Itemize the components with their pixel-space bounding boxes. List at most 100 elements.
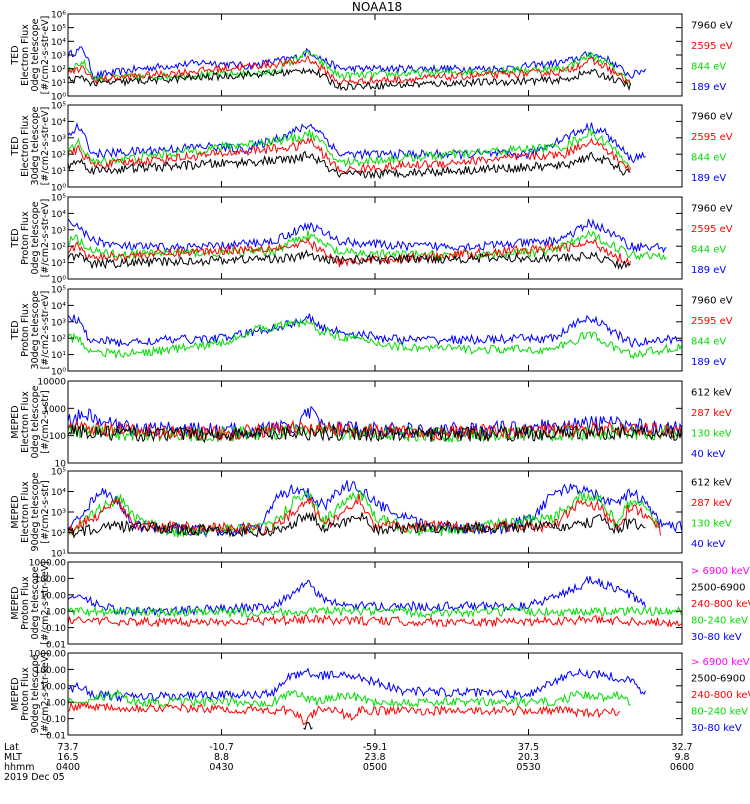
legend-entry: 30-80 keV (691, 632, 742, 643)
y-tick-label: 10¹ (51, 351, 66, 361)
x-row-value: 16.5 (57, 752, 78, 763)
series-2595-ev-line (67, 54, 631, 86)
legend-entry: 844 eV (691, 61, 726, 72)
series-844-ev-line (67, 126, 631, 170)
legend-entry: 2595 eV (691, 41, 733, 52)
y-tick-label: 0.01 (46, 732, 66, 742)
y-tick-label: 100.00 (35, 575, 67, 585)
x-row-value: 37.5 (518, 742, 539, 753)
series-189-ev-line (67, 121, 646, 164)
legend-entry: 844 eV (691, 336, 726, 347)
panel-frame (67, 470, 683, 554)
panel-7: 0.01 0.10 1.00 10.00 100.00 1000.00MEPEDProto… (10, 559, 750, 651)
y-tick-label: 10² (51, 529, 66, 539)
y-tick-label: 10³ (51, 134, 66, 144)
series-7960-ev-line (67, 150, 631, 180)
series-7960-ev-line (67, 67, 631, 91)
y-tick-label: 10⁵ (51, 194, 66, 204)
legend-entry: 130 keV (691, 518, 732, 529)
series-240-800-kev-line (67, 701, 621, 726)
x-row-value: 0430 (209, 762, 233, 773)
y-tick-label: 10⁵ (51, 102, 66, 112)
panel-frame (67, 13, 683, 97)
y-tick-label: 10¹ (51, 167, 66, 177)
legend-entry: 189 eV (691, 173, 726, 184)
series-240-800-kev-line (67, 614, 682, 628)
legend-entry: > 6900 keV (691, 657, 750, 668)
y-tick-label: 10¹ (51, 79, 66, 89)
y-tick-label: 10² (51, 151, 66, 161)
series-2595-ev-line (67, 136, 631, 175)
x-row-value: 0600 (670, 762, 694, 773)
series-287-kev-line (67, 494, 661, 536)
y-tick-label: 1000.00 (29, 650, 66, 660)
x-row-value: 20.3 (518, 752, 539, 763)
legend-entry: 40 keV (691, 449, 725, 460)
y-tick-label: 10⁴ (51, 38, 66, 48)
legend-entry: 130 keV (691, 428, 732, 439)
series-612-kev-line (67, 511, 646, 539)
legend-entry: 240-800 keV (691, 599, 750, 610)
panel-frame (67, 288, 683, 372)
legend-entry: 30-80 keV (691, 723, 742, 734)
y-tick-label: 10³ (51, 52, 66, 62)
series-30-80-kev-line (67, 575, 646, 617)
y-tick-label: 10⁵ (51, 468, 66, 478)
legend-entry: 80-240 keV (691, 706, 748, 717)
y-tick-label: 10² (51, 243, 66, 253)
y-axis-label: TEDProton Flux30deg telescope[#/cm2-s-st… (10, 290, 51, 369)
x-row-value: 0400 (56, 762, 80, 773)
y-axis-label: TEDElectron Flux30deg telescope[#/cm2-s-… (10, 106, 51, 185)
x-row-label: MLT (4, 752, 22, 763)
series-844-ev-line (67, 229, 667, 261)
legend-entry: 612 keV (691, 387, 732, 398)
date-label: 2019 Dec 05 (4, 772, 65, 783)
legend-entry: 844 eV (691, 152, 726, 163)
y-tick-label: 10¹ (51, 259, 66, 269)
plot-title: NOAA18 (352, 0, 402, 14)
y-tick-label: 10⁰ (51, 368, 66, 378)
legend-entry: 612 keV (691, 477, 732, 488)
x-row-value: 0530 (516, 762, 540, 773)
x-row-value: 8.8 (214, 752, 229, 763)
legend-entry: 287 keV (691, 408, 732, 419)
y-axis-label: MEPEDElectron Flux90deg telescope[#/cm2-… (10, 472, 51, 551)
legend-entry: 2595 eV (691, 316, 733, 327)
y-axis-label: TEDProton Flux0deg telescope[#/cm2-s-str… (10, 199, 51, 278)
x-row-value: 9.8 (674, 752, 689, 763)
series-189-ev-line (67, 46, 646, 81)
y-tick-label: 10⁴ (51, 488, 66, 498)
legend-entry: 80-240 keV (691, 615, 748, 626)
y-axis-label: TEDElectron Flux0deg telescope[#/cm2-s-s… (10, 16, 51, 95)
series-40-kev-line (67, 480, 682, 538)
x-row-value: 32.7 (671, 742, 692, 753)
y-tick-label: 10⁰ (51, 93, 66, 103)
legend-entry: 7960 eV (691, 20, 733, 31)
x-row-value: 0500 (363, 762, 387, 773)
x-row-label: Lat (4, 742, 19, 753)
y-tick-label: 10⁵ (51, 286, 66, 296)
legend-entry: 2595 eV (691, 132, 733, 143)
y-tick-label: 10⁵ (51, 24, 66, 34)
y-tick-label: 100.00 (35, 666, 67, 676)
series-612-kev-line (67, 423, 682, 444)
legend-entry: 7960 eV (691, 111, 733, 122)
series-30-80-kev-line (67, 667, 646, 703)
y-tick-label: 10¹ (51, 550, 66, 560)
legend-entry: > 6900 keV (691, 566, 750, 577)
legend-entry: 40 keV (691, 539, 725, 550)
panel-8: 0.01 0.10 1.00 10.00 100.00 1000.00MEPEDProto… (10, 650, 750, 742)
x-row-value: -59.1 (363, 742, 388, 753)
y-axis-label: MEPEDProton Flux0deg telescope[#/cm2-s-s… (10, 561, 51, 645)
x-row-label: hhmm (4, 762, 35, 773)
series-80-240-kev-line (67, 605, 682, 619)
y-tick-label: 10² (51, 335, 66, 345)
panel-frame (67, 380, 683, 464)
